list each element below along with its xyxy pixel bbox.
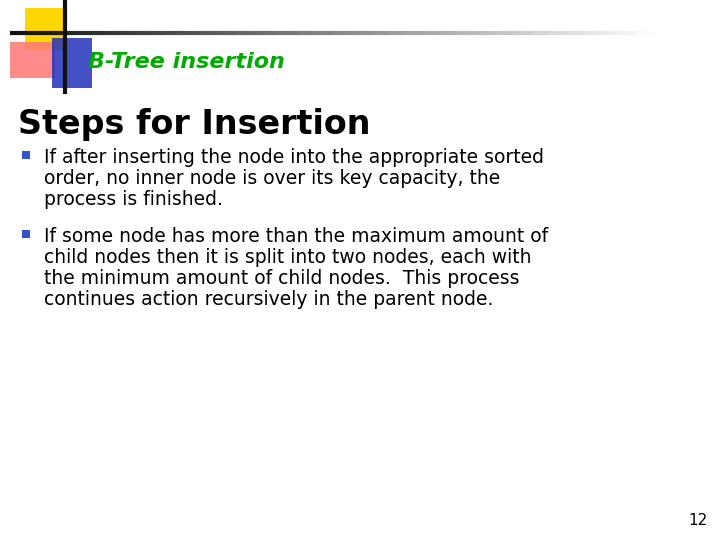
Text: child nodes then it is split into two nodes, each with: child nodes then it is split into two no… <box>44 248 531 267</box>
Bar <box>25 8 67 50</box>
Text: process is finished.: process is finished. <box>44 190 223 209</box>
Text: Steps for Insertion: Steps for Insertion <box>18 108 371 141</box>
Text: the minimum amount of child nodes.  This process: the minimum amount of child nodes. This … <box>44 269 520 288</box>
Bar <box>22 230 30 238</box>
Bar <box>52 38 92 88</box>
Bar <box>22 151 30 159</box>
Text: If some node has more than the maximum amount of: If some node has more than the maximum a… <box>44 227 548 246</box>
Text: B-Tree insertion: B-Tree insertion <box>88 52 285 72</box>
Bar <box>10 42 55 78</box>
Text: If after inserting the node into the appropriate sorted: If after inserting the node into the app… <box>44 148 544 167</box>
Text: continues action recursively in the parent node.: continues action recursively in the pare… <box>44 290 493 309</box>
Text: 12: 12 <box>689 513 708 528</box>
Text: order, no inner node is over its key capacity, the: order, no inner node is over its key cap… <box>44 169 500 188</box>
